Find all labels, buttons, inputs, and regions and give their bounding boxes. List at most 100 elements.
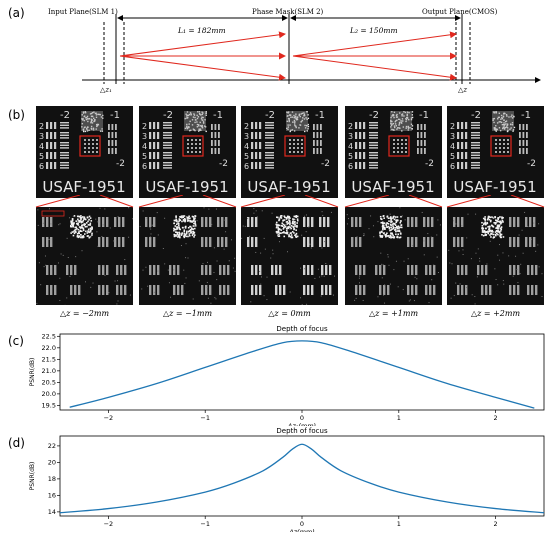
element-number: 6 [348, 162, 353, 171]
element-number: 6 [244, 162, 249, 171]
chart-title: Depth of focus [276, 427, 328, 435]
zoom-region-box [79, 135, 101, 157]
element-number: 3 [39, 132, 44, 141]
defocus-caption: △z = +1mm [368, 309, 419, 318]
usaf-1951-label: USAF-1951 [247, 178, 330, 196]
y-tick-label: 16 [48, 492, 56, 500]
group-label-right: -2 [321, 159, 330, 169]
element-number: 6 [39, 162, 44, 171]
group-label-right: -2 [425, 159, 434, 169]
y-axis-label: PSNR(dB) [29, 358, 36, 387]
y-tick-label: 21.0 [42, 367, 56, 375]
group-label-top-right: -1 [110, 110, 120, 121]
zoomed-reconstruction-image-5 [447, 207, 544, 305]
element-number: 4 [244, 142, 249, 151]
element-number: 2 [244, 122, 249, 131]
x-tick-label: 1 [397, 414, 401, 422]
usaf-target-image-1: -2 -1 -2 2 3 4 5 6 USAF-1951 [36, 106, 133, 198]
ray-2c [292, 55, 457, 81]
usaf-1951-label: USAF-1951 [145, 178, 228, 196]
element-number: 5 [142, 152, 147, 161]
ray-2a [292, 31, 457, 57]
y-tick-label: 20.0 [42, 390, 56, 398]
y-tick-label: 22.5 [42, 333, 56, 341]
element-number: 2 [39, 122, 44, 131]
usaf-1951-label: USAF-1951 [453, 178, 536, 196]
depth-of-focus-chart-d: Depth of focus−2 −1 0 1 21416182022Δz(mm)PSN… [29, 427, 545, 532]
element-number: 2 [450, 122, 455, 131]
defocus-caption: △z = −1mm [162, 309, 213, 318]
element-number: 6 [142, 162, 147, 171]
y-axis-label: PSNR(dB) [29, 462, 36, 491]
x-tick-label: 0 [300, 520, 304, 528]
group-label-top-right: -1 [419, 110, 429, 121]
phase-mask-label: Phase Mask(SLM 2) [252, 8, 324, 16]
defocus-caption: △z = 0mm [268, 309, 311, 318]
defocus-caption: △z = +2mm [470, 309, 521, 318]
ray-1c [119, 55, 286, 81]
group-label-right: -2 [116, 159, 125, 169]
x-tick-label: 1 [397, 520, 401, 528]
dz1-label: △z₁ [100, 86, 112, 94]
group-label-top-left: -2 [265, 110, 275, 121]
depth-of-focus-chart-c: Depth of focus −2 −1 0 1 2 19.5 20.0 20.5 21.0 21.… [29, 325, 545, 426]
element-number: 4 [450, 142, 455, 151]
usaf-target-image-5: -2 -1 -2 2 3 4 5 6 USAF-1951 [447, 106, 544, 198]
zoomed-reconstruction-image-3 [241, 207, 338, 305]
x-axis-label: Δz(mm) [288, 528, 315, 532]
plot-frame [59, 333, 545, 411]
group-label-top-left: -2 [60, 110, 70, 121]
usaf-target-image-3: -2 -1 -2 2 3 4 5 6 USAF-1951 [241, 106, 338, 198]
zoomed-reconstruction-image-4 [345, 207, 442, 305]
element-number: 6 [450, 162, 455, 171]
dz2-label: △z [458, 86, 467, 94]
group-label-top-right: -1 [213, 110, 223, 121]
psnr-curve [69, 340, 535, 409]
x-tick-label: 2 [494, 414, 498, 422]
element-number: 3 [142, 132, 147, 141]
x-tick-label: 0 [300, 414, 304, 422]
group-label-top-left: -2 [163, 110, 173, 121]
element-number: 3 [244, 132, 249, 141]
element-number: 5 [348, 152, 353, 161]
ray-1a [119, 31, 286, 57]
group-label-top-left: -2 [471, 110, 481, 121]
zoom-region-box [182, 135, 204, 157]
scale-marker [41, 210, 65, 217]
x-tick-label: 2 [494, 520, 498, 528]
group-label-top-left: -2 [369, 110, 379, 121]
element-number: 4 [39, 142, 44, 151]
defocus-caption: △z = −2mm [59, 309, 110, 318]
optical-setup-diagram: Input Plane(SLM 1) Phase Mask(SLM 2) Out… [48, 8, 541, 94]
group-label-right: -2 [219, 159, 228, 169]
zoom-region-box [388, 135, 410, 157]
element-number: 3 [348, 132, 353, 141]
psnr-curve [59, 443, 545, 514]
l2-label: L₂ = 150mm [349, 26, 398, 35]
element-number: 3 [450, 132, 455, 141]
element-number: 5 [39, 152, 44, 161]
usaf-target-image-4: -2 -1 -2 2 3 4 5 6 USAF-1951 [345, 106, 442, 198]
y-tick-label: 14 [48, 508, 56, 516]
zoom-region-box [284, 135, 306, 157]
y-tick-label: 20 [48, 459, 56, 467]
element-number: 5 [450, 152, 455, 161]
y-tick-label: 19.5 [42, 402, 56, 410]
usaf-1951-label: USAF-1951 [42, 178, 125, 196]
usaf-1951-label: USAF-1951 [351, 178, 434, 196]
group-label-right: -2 [527, 159, 536, 169]
x-tick-label: −1 [200, 414, 210, 422]
panel-a-label: (a) [8, 6, 25, 20]
plot-frame [59, 435, 545, 517]
y-tick-label: 22.0 [42, 344, 56, 352]
element-number: 5 [244, 152, 249, 161]
element-number: 4 [142, 142, 147, 151]
zoomed-reconstruction-image-2 [139, 207, 236, 305]
x-axis-label: Δz₁(mm) [287, 422, 316, 426]
zoom-region-box [490, 135, 512, 157]
y-tick-label: 21.5 [42, 356, 56, 364]
element-number: 4 [348, 142, 353, 151]
element-number: 2 [142, 122, 147, 131]
y-tick-label: 22 [48, 442, 56, 450]
x-tick-label: −2 [104, 520, 114, 528]
